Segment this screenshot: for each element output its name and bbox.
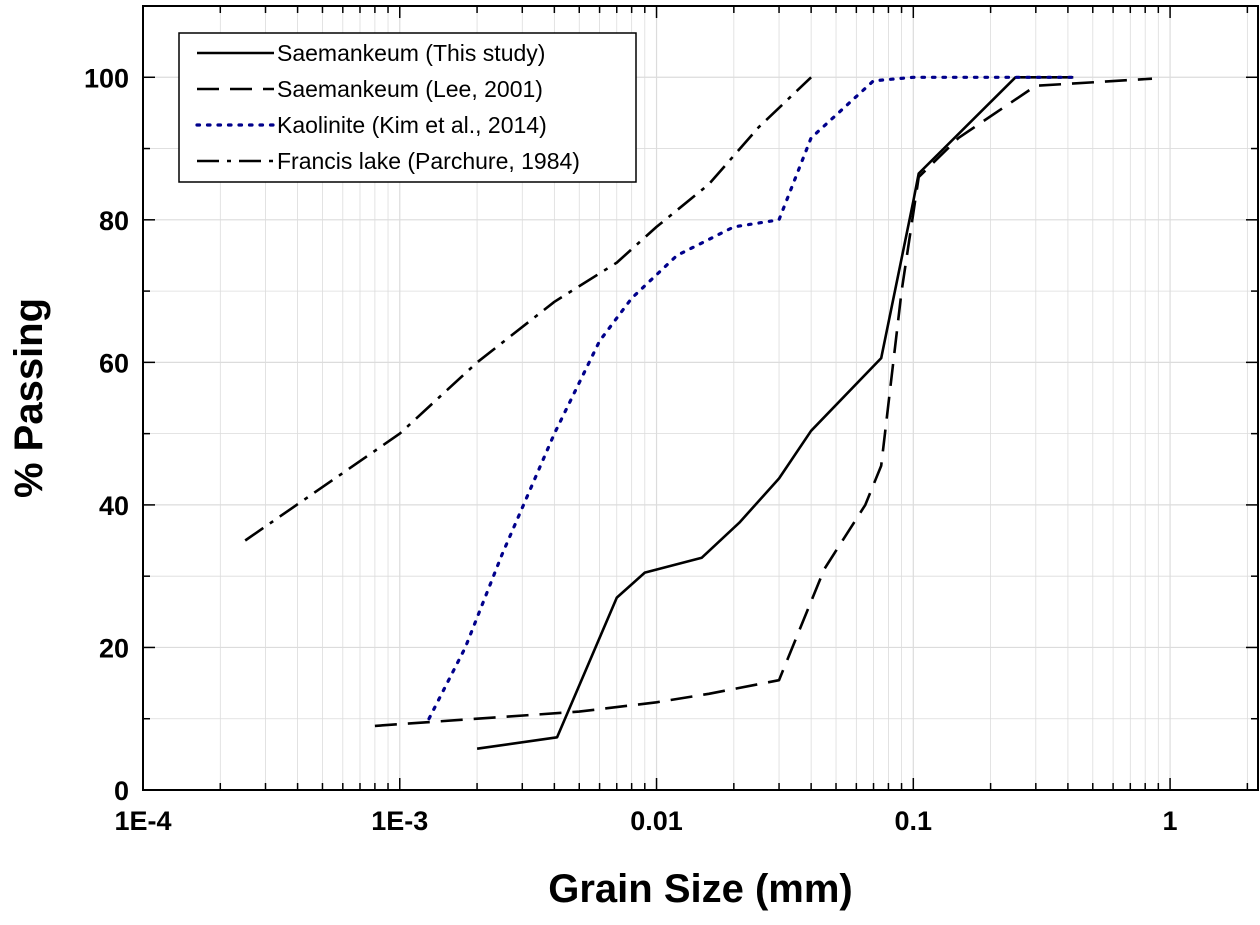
- series-line-4: [244, 76, 812, 542]
- series-line-2: [374, 77, 1153, 728]
- legend-box: [178, 32, 637, 183]
- legend-label: Kaolinite (Kim et al., 2014): [277, 112, 547, 138]
- y-tick-label: 80: [99, 206, 129, 236]
- x-tick-label: 0.01: [630, 806, 683, 836]
- legend-label: Saemankeum (This study): [277, 40, 545, 66]
- y-tick-label: 100: [84, 63, 129, 93]
- legend-items: Saemankeum (This study) Saemankeum (Lee, …: [195, 40, 580, 174]
- plot-frame: [142, 5, 1259, 791]
- series-line-3: [427, 75, 1075, 721]
- y-tick-label: 0: [114, 776, 129, 806]
- series-layer: [244, 75, 1153, 750]
- ticks: 1E-4 1E-3 0.01 0.1 1 0 20 40 60 80 100: [84, 5, 1258, 836]
- x-tick-label: 1: [1163, 806, 1178, 836]
- x-tick-label: 1E-4: [114, 806, 171, 836]
- x-axis-title: Grain Size (mm): [548, 867, 853, 911]
- y-tick-label: 20: [99, 633, 129, 663]
- x-tick-label: 0.1: [895, 806, 933, 836]
- series-line-1: [476, 76, 1074, 750]
- legend-label: Francis lake (Parchure, 1984): [277, 148, 580, 174]
- x-tick-label: 1E-3: [371, 806, 428, 836]
- y-tick-label: 60: [99, 348, 129, 378]
- legend-label: Saemankeum (Lee, 2001): [277, 76, 543, 102]
- legend: Saemankeum (This study) Saemankeum (Lee, …: [178, 32, 637, 183]
- y-tick-label: 40: [99, 491, 129, 521]
- y-axis-title: % Passing: [7, 298, 51, 498]
